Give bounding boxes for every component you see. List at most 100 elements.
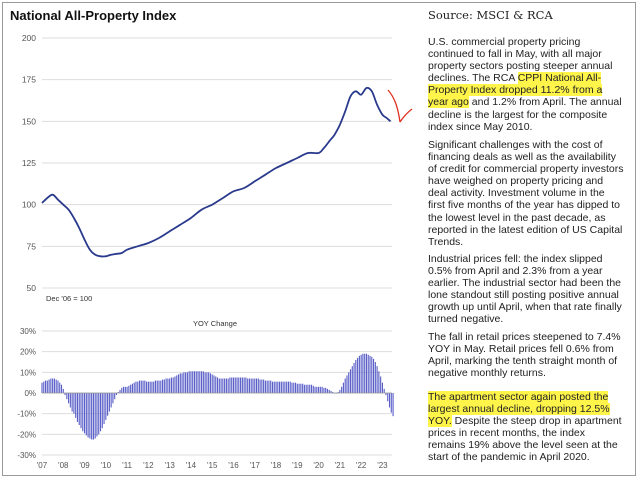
yoy-bar <box>96 393 98 437</box>
yoy-bar <box>83 393 86 434</box>
yoy-bar <box>108 393 110 412</box>
yoy-bar <box>369 355 371 393</box>
yoy-bar <box>351 366 353 393</box>
yoy-bar <box>225 378 227 393</box>
yoy-bar <box>381 382 383 393</box>
yoy-bar <box>66 393 68 400</box>
yoy-bar <box>326 388 329 393</box>
yoy-bar <box>179 373 181 393</box>
yoy-bar <box>325 387 327 393</box>
yoy-bar <box>41 382 43 393</box>
yoy-bar <box>170 377 172 393</box>
yoy-bar <box>154 380 157 393</box>
yoy-bar <box>110 393 112 408</box>
yoy-bar <box>103 393 105 424</box>
yoy-bar <box>98 393 100 435</box>
yoy-bar <box>234 377 236 393</box>
yoy-bar <box>279 381 281 393</box>
yoy-bar <box>342 382 344 393</box>
yoy-bar <box>176 375 178 393</box>
y-tick-label: 10% <box>20 368 36 377</box>
yoy-bar <box>142 380 144 393</box>
yoy-bar <box>172 377 174 393</box>
note-text: and 1.2% from April. The annual decline … <box>428 96 622 133</box>
y-tick-label: 20% <box>20 348 36 357</box>
yoy-bar <box>383 388 385 393</box>
yoy-bar <box>309 384 311 393</box>
yoy-bar <box>144 380 146 393</box>
red-arrow-annotation <box>387 89 413 123</box>
yoy-bar <box>245 377 247 393</box>
yoy-bar <box>112 393 114 404</box>
yoy-bar-chart: YOY Change -30% -20% -10% 0% 10% 20% 30% '07 '08 '… <box>17 319 394 470</box>
yoy-bar <box>82 393 84 432</box>
y-tick-label: 30% <box>20 327 36 336</box>
yoy-bar <box>229 377 231 393</box>
yoy-bar <box>344 378 346 393</box>
yoy-bar <box>248 378 251 393</box>
yoy-bar <box>131 383 133 393</box>
arrow-head <box>399 108 413 123</box>
yoy-bar <box>215 376 217 393</box>
yoy-bar <box>263 379 265 393</box>
x-tick-label: '10 <box>101 461 112 470</box>
note-text: Significant challenges with the cost of … <box>428 139 624 248</box>
yoy-bar <box>89 393 91 439</box>
yoy-bar <box>378 371 380 393</box>
x-tick-label: '09 <box>79 461 90 470</box>
yoy-bar <box>294 382 297 393</box>
yoy-bar <box>275 381 277 393</box>
yoy-bar <box>332 391 334 393</box>
yoy-bar <box>314 386 316 393</box>
yoy-bar <box>305 384 307 393</box>
yoy-bar <box>390 393 392 413</box>
yoy-bar <box>255 378 258 393</box>
yoy-bar <box>224 378 226 393</box>
note-paragraph-3: Industrial prices fell: the index slippe… <box>428 253 624 326</box>
yoy-bar <box>57 380 59 393</box>
yoy-bar <box>353 363 355 393</box>
yoy-bar <box>282 381 284 393</box>
yoy-bar <box>124 386 126 393</box>
yoy-bar <box>341 386 343 393</box>
yoy-bar <box>261 379 263 393</box>
yoy-bar <box>53 378 55 393</box>
y-tick-label: -10% <box>17 410 36 419</box>
base-note: Dec '06 = 100 <box>46 294 92 303</box>
yoy-bar <box>273 381 275 393</box>
y-tick-label: 0% <box>24 389 36 398</box>
yoy-bar <box>174 376 176 393</box>
yoy-bar <box>348 372 350 393</box>
yoy-bar <box>385 393 387 396</box>
yoy-bar <box>99 393 102 432</box>
yoy-bar <box>153 381 155 393</box>
yoy-bar <box>330 390 332 393</box>
yoy-bar <box>130 384 132 393</box>
yoy-bar <box>287 381 290 393</box>
x-tick-label: '18 <box>271 461 282 470</box>
yoy-bar <box>183 372 185 393</box>
yoy-bar <box>284 381 286 393</box>
yoy-bar <box>50 378 52 393</box>
yoy-bar <box>346 375 348 393</box>
yoy-bar <box>52 378 54 393</box>
arrow-stroke <box>387 89 401 123</box>
x-tick-label: '12 <box>143 461 154 470</box>
yoy-bar <box>160 380 162 393</box>
yoy-bar <box>362 353 364 393</box>
x-tick-label: '14 <box>186 461 197 470</box>
yoy-bar <box>138 380 141 393</box>
yoy-bar <box>119 389 121 393</box>
yoy-bar <box>254 378 256 393</box>
y-tick-label: 175 <box>22 75 36 85</box>
yoy-bar <box>323 387 325 393</box>
note-paragraph-4: The fall in retail prices steepened to 7… <box>428 331 624 379</box>
yoy-bar <box>266 380 268 393</box>
yoy-bar <box>227 378 229 393</box>
x-tick-label: '11 <box>122 461 132 470</box>
yoy-bar <box>195 371 197 393</box>
yoy-bar <box>243 377 245 393</box>
yoy-bar <box>303 384 305 393</box>
yoy-bar <box>185 372 187 393</box>
